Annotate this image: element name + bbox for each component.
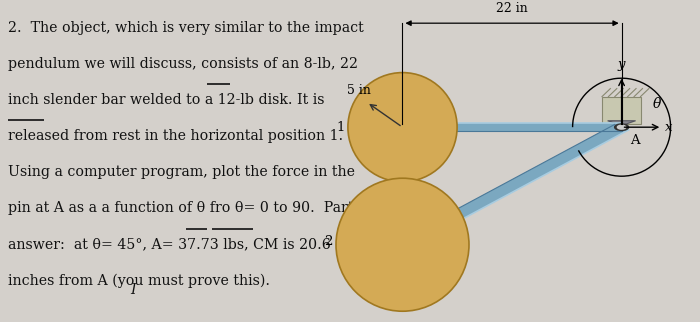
Bar [602,97,640,124]
Polygon shape [395,125,629,247]
Text: inch slender bar welded to a 12-lb disk. It is: inch slender bar welded to a 12-lb disk.… [8,93,325,107]
Text: 1: 1 [336,121,344,134]
Text: answer:  at θ= 45°, A= 37.73 lbs, CM is 20.6: answer: at θ= 45°, A= 37.73 lbs, CM is 2… [8,237,331,251]
Circle shape [615,124,629,130]
Circle shape [617,125,626,129]
Text: pin at A as a a function of θ fro θ= 0 to 90.  Partial: pin at A as a a function of θ fro θ= 0 t… [8,201,371,215]
Text: 22 in: 22 in [496,2,528,15]
Text: pendulum we will discuss, consists of an 8-lb, 22: pendulum we will discuss, consists of an… [8,57,358,71]
Text: Using a computer program, plot the force in the: Using a computer program, plot the force… [8,165,356,179]
Text: inches from A (you must prove this).: inches from A (you must prove this). [8,273,270,288]
Text: 5 in: 5 in [347,84,371,97]
Text: x: x [665,121,673,134]
Text: A: A [630,134,640,147]
Text: 2: 2 [324,235,332,248]
Text: y: y [618,58,625,71]
Text: released from rest in the horizontal position 1.: released from rest in the horizontal pos… [8,129,344,143]
Polygon shape [402,123,622,131]
Polygon shape [608,121,636,126]
Text: I: I [130,283,136,297]
Text: θ: θ [653,97,662,110]
Text: 2.  The object, which is very similar to the impact: 2. The object, which is very similar to … [8,21,364,35]
Ellipse shape [336,178,469,311]
Ellipse shape [348,72,457,182]
